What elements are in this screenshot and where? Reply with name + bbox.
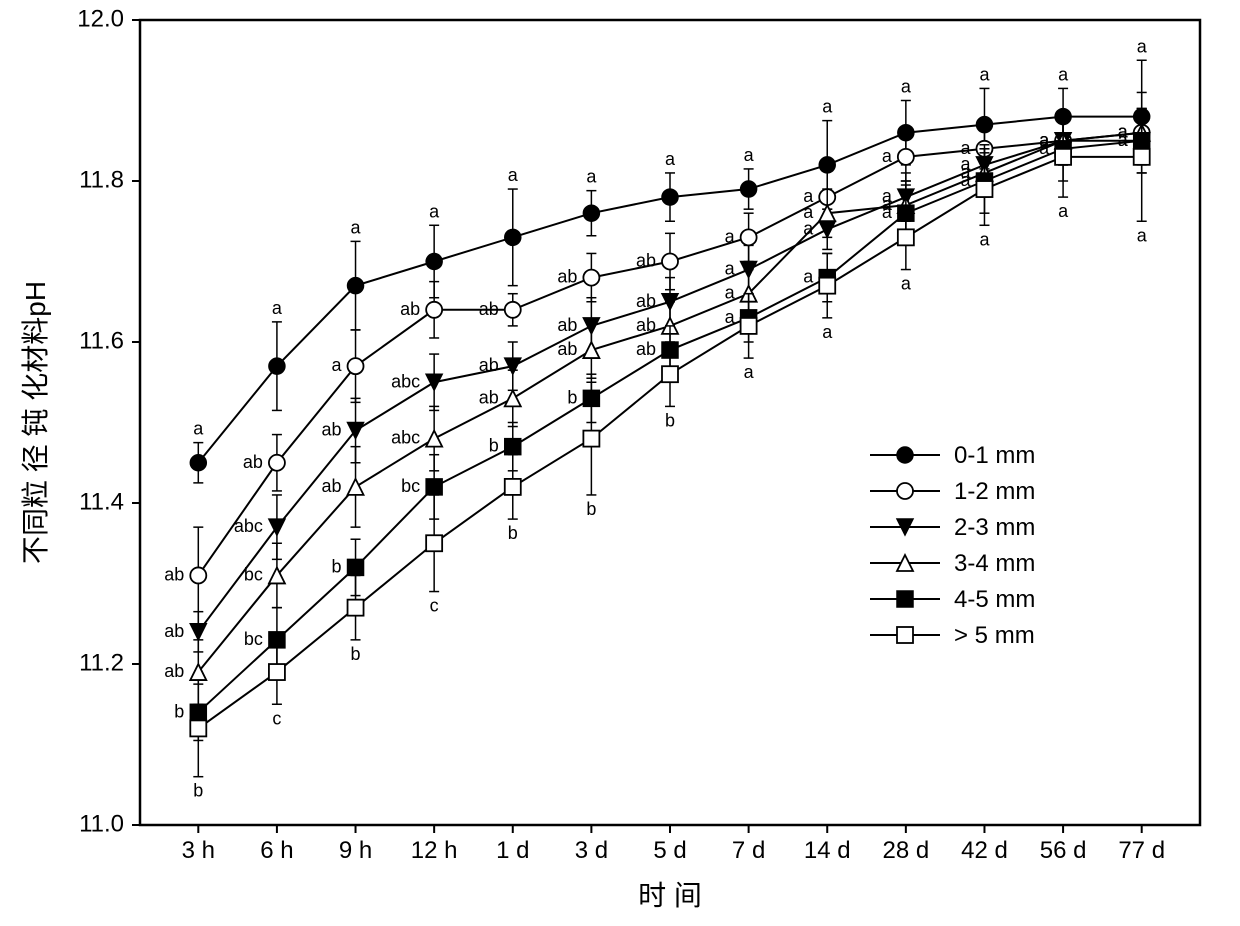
svg-text:bc: bc <box>244 629 263 649</box>
legend-label: 3-4 mm <box>954 550 1035 577</box>
svg-text:ab: ab <box>557 339 577 359</box>
svg-text:a: a <box>882 146 893 166</box>
legend-label: 4-5 mm <box>954 586 1035 613</box>
svg-text:11.0: 11.0 <box>79 810 124 837</box>
svg-text:a: a <box>1137 36 1148 56</box>
svg-text:b: b <box>567 387 577 407</box>
svg-text:a: a <box>1058 201 1069 221</box>
x-axis-label: 时 间 <box>638 880 702 911</box>
svg-text:a: a <box>901 274 912 294</box>
svg-text:a: a <box>429 201 440 221</box>
svg-text:a: a <box>901 77 912 97</box>
svg-text:ab: ab <box>164 661 184 681</box>
svg-text:28 d: 28 d <box>882 837 929 864</box>
svg-text:3 h: 3 h <box>182 837 215 864</box>
svg-text:a: a <box>1137 225 1148 245</box>
svg-text:a: a <box>725 259 736 279</box>
svg-text:a: a <box>1118 130 1129 150</box>
svg-text:a: a <box>979 64 990 84</box>
svg-text:b: b <box>665 410 675 430</box>
svg-text:c: c <box>272 708 281 728</box>
svg-text:abc: abc <box>234 516 263 536</box>
legend-label: > 5 mm <box>954 622 1035 649</box>
svg-text:a: a <box>1058 64 1069 84</box>
y-axis-label: 不同粒 径 钝 化材料pH <box>20 281 51 564</box>
svg-text:b: b <box>508 523 518 543</box>
svg-text:14 d: 14 d <box>804 837 851 864</box>
svg-text:5 d: 5 d <box>653 837 686 864</box>
svg-text:11.2: 11.2 <box>79 649 124 676</box>
svg-text:b: b <box>489 436 499 456</box>
svg-text:b: b <box>193 781 203 801</box>
svg-text:a: a <box>822 97 833 117</box>
svg-text:a: a <box>725 283 736 303</box>
svg-text:abc: abc <box>391 371 420 391</box>
svg-text:a: a <box>351 217 362 237</box>
svg-text:ab: ab <box>636 291 656 311</box>
svg-text:bc: bc <box>401 476 420 496</box>
svg-text:ab: ab <box>322 476 342 496</box>
svg-text:11.6: 11.6 <box>79 327 124 354</box>
svg-text:a: a <box>332 355 343 375</box>
svg-text:abc: abc <box>391 428 420 448</box>
svg-text:ab: ab <box>636 251 656 271</box>
svg-text:a: a <box>586 167 597 187</box>
svg-text:11.8: 11.8 <box>79 166 124 193</box>
svg-text:b: b <box>351 644 361 664</box>
svg-text:ab: ab <box>479 387 499 407</box>
svg-text:42 d: 42 d <box>961 837 1008 864</box>
legend-label: 2-3 mm <box>954 514 1035 541</box>
svg-text:3 d: 3 d <box>575 837 608 864</box>
svg-text:a: a <box>665 149 676 169</box>
svg-text:7 d: 7 d <box>732 837 765 864</box>
svg-text:ab: ab <box>479 299 499 319</box>
line-chart: 11.0 11.2 11.4 11.6 11.8 12.0 3 h 6 h 9 h 12 h 1 d… <box>0 0 1240 926</box>
svg-text:ab: ab <box>400 299 420 319</box>
svg-text:a: a <box>272 298 283 318</box>
svg-text:a: a <box>508 165 519 185</box>
svg-text:a: a <box>979 229 990 249</box>
svg-text:a: a <box>744 145 755 165</box>
svg-text:a: a <box>960 170 971 190</box>
legend-label: 0-1 mm <box>954 442 1035 469</box>
svg-text:12.0: 12.0 <box>77 5 124 32</box>
svg-text:c: c <box>430 596 439 616</box>
svg-text:a: a <box>1039 138 1050 158</box>
svg-text:ab: ab <box>636 339 656 359</box>
svg-text:a: a <box>725 226 736 246</box>
svg-text:ab: ab <box>636 315 656 335</box>
svg-text:a: a <box>193 419 204 439</box>
svg-text:9 h: 9 h <box>339 837 372 864</box>
svg-text:a: a <box>744 362 755 382</box>
svg-text:a: a <box>882 202 893 222</box>
svg-text:ab: ab <box>557 315 577 335</box>
svg-text:a: a <box>725 307 736 327</box>
svg-text:ab: ab <box>164 564 184 584</box>
svg-text:6 h: 6 h <box>260 837 293 864</box>
svg-text:77 d: 77 d <box>1118 837 1165 864</box>
svg-text:11.4: 11.4 <box>79 488 124 515</box>
svg-text:ab: ab <box>164 621 184 641</box>
svg-text:bc: bc <box>244 564 263 584</box>
svg-text:ab: ab <box>322 420 342 440</box>
svg-text:a: a <box>803 202 814 222</box>
svg-text:56 d: 56 d <box>1040 837 1087 864</box>
svg-text:a: a <box>803 267 814 287</box>
svg-text:b: b <box>332 556 342 576</box>
svg-text:12 h: 12 h <box>411 837 458 864</box>
legend-label: 1-2 mm <box>954 478 1035 505</box>
svg-text:ab: ab <box>243 452 263 472</box>
svg-text:ab: ab <box>557 267 577 287</box>
svg-text:ab: ab <box>479 355 499 375</box>
svg-text:b: b <box>174 701 184 721</box>
svg-text:b: b <box>586 499 596 519</box>
svg-text:1 d: 1 d <box>496 837 529 864</box>
svg-text:a: a <box>822 322 833 342</box>
